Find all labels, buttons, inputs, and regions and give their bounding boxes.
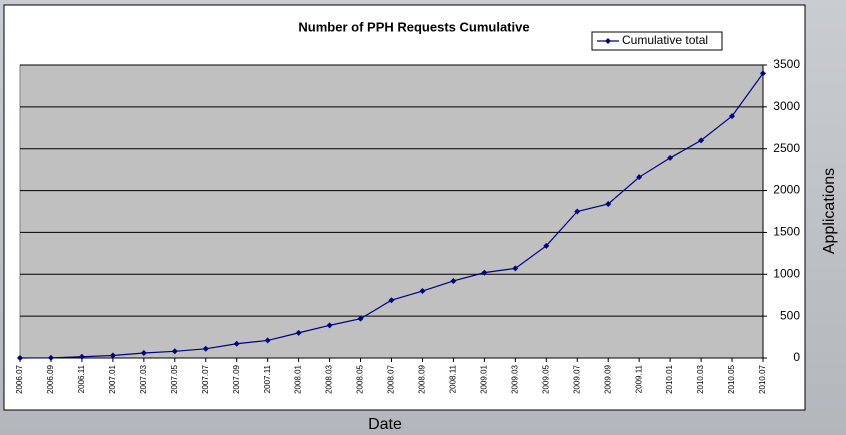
point <box>171 348 178 355</box>
y-tick-label: 1500 <box>773 225 800 239</box>
point <box>202 345 209 352</box>
y-tick-label: 2500 <box>773 141 800 155</box>
x-tick-label: 2010.01 <box>665 364 674 393</box>
x-tick-label: 2009.03 <box>510 364 519 393</box>
x-tick-label: 2006.09 <box>46 364 55 393</box>
x-tick-label: 2009.11 <box>634 364 643 393</box>
point <box>295 329 302 336</box>
point <box>233 340 240 347</box>
legend-box <box>591 31 723 51</box>
x-tick-label: 2010.07 <box>758 364 767 393</box>
x-tick-label: 2007.11 <box>263 364 272 393</box>
point <box>264 337 271 344</box>
y-tick-label: 1000 <box>773 266 800 280</box>
x-tick-label: 2006.11 <box>77 364 86 393</box>
point <box>698 137 705 144</box>
x-tick-label: 2010.03 <box>696 364 705 393</box>
chart-title: Number of PPH Requests Cumulative <box>298 19 529 34</box>
point <box>605 200 612 207</box>
x-tick-label: 2007.07 <box>201 364 210 393</box>
point <box>574 208 581 215</box>
point <box>450 277 457 284</box>
legend-label: Cumulative total <box>622 33 708 47</box>
point <box>357 315 364 322</box>
y-tick-label: 0 <box>793 350 800 364</box>
legend-marker <box>605 38 611 44</box>
x-tick-label: 2008.01 <box>294 364 303 393</box>
point <box>17 355 23 361</box>
x-tick-label: 2010.05 <box>727 364 736 393</box>
y-axis-label: Applications <box>821 168 838 254</box>
x-tick-label: 2007.01 <box>108 364 117 393</box>
point <box>78 353 85 360</box>
point <box>388 297 395 304</box>
point <box>419 288 426 295</box>
x-tick-label: 2009.01 <box>479 364 488 393</box>
x-axis-label: Date <box>368 416 402 433</box>
point <box>109 352 116 359</box>
y-tick-label: 2000 <box>773 183 800 197</box>
x-tick-label: 2006.07 <box>15 364 24 393</box>
y-tick-label: 500 <box>780 308 800 322</box>
y-tick-label: 3500 <box>773 57 800 71</box>
plot-area <box>19 64 764 359</box>
point <box>47 354 54 361</box>
x-tick-label: 2007.09 <box>232 364 241 393</box>
y-tick-label: 3000 <box>773 99 800 113</box>
point <box>729 113 736 120</box>
point <box>543 242 550 249</box>
x-tick-label: 2007.03 <box>139 364 148 393</box>
point <box>667 154 674 161</box>
x-tick-label: 2009.09 <box>603 364 612 393</box>
x-tick-label: 2009.07 <box>572 364 581 393</box>
point <box>140 349 147 356</box>
point <box>636 174 643 181</box>
x-tick-label: 2008.09 <box>418 364 427 393</box>
x-tick-label: 2008.03 <box>325 364 334 393</box>
point <box>760 70 766 77</box>
x-tick-label: 2008.05 <box>356 364 365 393</box>
x-tick-label: 2008.11 <box>449 364 458 393</box>
x-tick-label: 2007.05 <box>170 364 179 393</box>
x-tick-label: 2008.07 <box>387 364 396 393</box>
point <box>326 322 333 329</box>
point <box>512 265 519 272</box>
x-tick-label: 2009.05 <box>541 364 550 393</box>
point <box>481 269 488 276</box>
